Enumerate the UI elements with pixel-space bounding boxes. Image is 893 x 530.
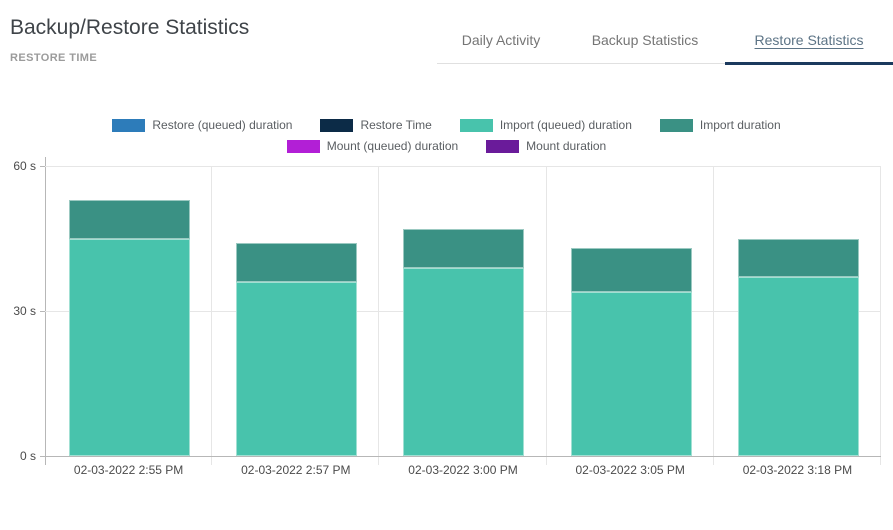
legend-swatch: [112, 118, 146, 132]
legend-label: Import duration: [699, 118, 781, 132]
x-axis-label: 02-03-2022 3:18 PM: [742, 463, 853, 477]
legend-swatch: [320, 118, 354, 132]
legend-item[interactable]: Restore (queued) duration: [112, 118, 292, 132]
bar-segment[interactable]: [737, 277, 859, 456]
legend-item[interactable]: Import duration: [659, 118, 781, 132]
x-axis-label: 02-03-2022 3:05 PM: [575, 463, 685, 477]
legend-item[interactable]: Import (queued) duration: [459, 118, 632, 132]
tab-restore-statistics[interactable]: Restore Statistics: [725, 17, 893, 65]
y-tick-label: 60 s: [13, 159, 36, 173]
tab-daily-activity[interactable]: Daily Activity: [461, 32, 541, 48]
legend-label: Mount duration: [526, 139, 607, 153]
category-slot: [212, 166, 380, 465]
y-tick-mark: [40, 166, 45, 167]
chart-legend: Restore (queued) duration Restore Time Imp…: [0, 112, 893, 153]
bar-segment[interactable]: [236, 243, 358, 282]
y-tick-mark: [40, 456, 45, 457]
tab-backup-statistics[interactable]: Backup Statistics: [591, 32, 699, 48]
bar-segment[interactable]: [737, 238, 859, 278]
bar-slots: [45, 166, 882, 465]
gridline-vertical: [545, 166, 547, 465]
legend-item[interactable]: Mount duration: [486, 139, 606, 153]
x-axis-labels: 02-03-2022 2:55 PM 02-03-2022 2:57 PM 02-0…: [45, 463, 881, 477]
legend-item[interactable]: Mount (queued) duration: [286, 139, 459, 153]
legend-swatch: [486, 139, 520, 153]
legend-swatch: [659, 118, 693, 132]
bar-segment[interactable]: [68, 238, 190, 456]
bar-segment[interactable]: [570, 291, 692, 456]
y-tick-label: 30 s: [13, 304, 36, 318]
category-slot: [379, 166, 547, 465]
bar-segment[interactable]: [570, 248, 692, 292]
y-tick-mark: [40, 311, 45, 312]
legend-swatch: [286, 139, 320, 153]
bar-segment[interactable]: [236, 282, 358, 456]
gridline: [45, 166, 881, 167]
plot-area: 60 s 30 s 0 s: [13, 157, 882, 465]
legend-label: Import (queued) duration: [499, 118, 632, 132]
bar-segment[interactable]: [403, 267, 525, 456]
legend-swatch: [459, 118, 493, 132]
tab-bar: Daily Activity Backup Statistics Restore…: [437, 17, 893, 65]
bar-segment[interactable]: [403, 228, 525, 268]
gridline-vertical: [712, 166, 714, 465]
chart-subtitle: RESTORE TIME: [10, 52, 98, 64]
x-axis-label: 02-03-2022 2:57 PM: [241, 463, 351, 477]
gridline-vertical: [880, 166, 882, 465]
gridline: [45, 456, 881, 457]
y-tick-label: 0 s: [19, 449, 36, 463]
gridline-vertical: [378, 166, 380, 465]
x-axis-label: 02-03-2022 2:55 PM: [73, 463, 184, 477]
legend-label: Restore Time: [360, 118, 432, 132]
bar-segment[interactable]: [68, 199, 190, 239]
category-slot: [547, 166, 714, 465]
chart-section: Restore (queued) duration Restore Time Imp…: [0, 112, 893, 477]
legend-label: Restore (queued) duration: [152, 118, 293, 132]
legend-label: Mount (queued) duration: [326, 139, 459, 153]
x-axis-label: 02-03-2022 3:00 PM: [408, 463, 518, 477]
gridline-vertical: [211, 166, 213, 465]
page-title: Backup/Restore Statistics: [10, 16, 250, 39]
category-slot: [714, 166, 882, 465]
legend-item[interactable]: Restore Time: [320, 118, 432, 132]
category-slot: [45, 166, 213, 465]
